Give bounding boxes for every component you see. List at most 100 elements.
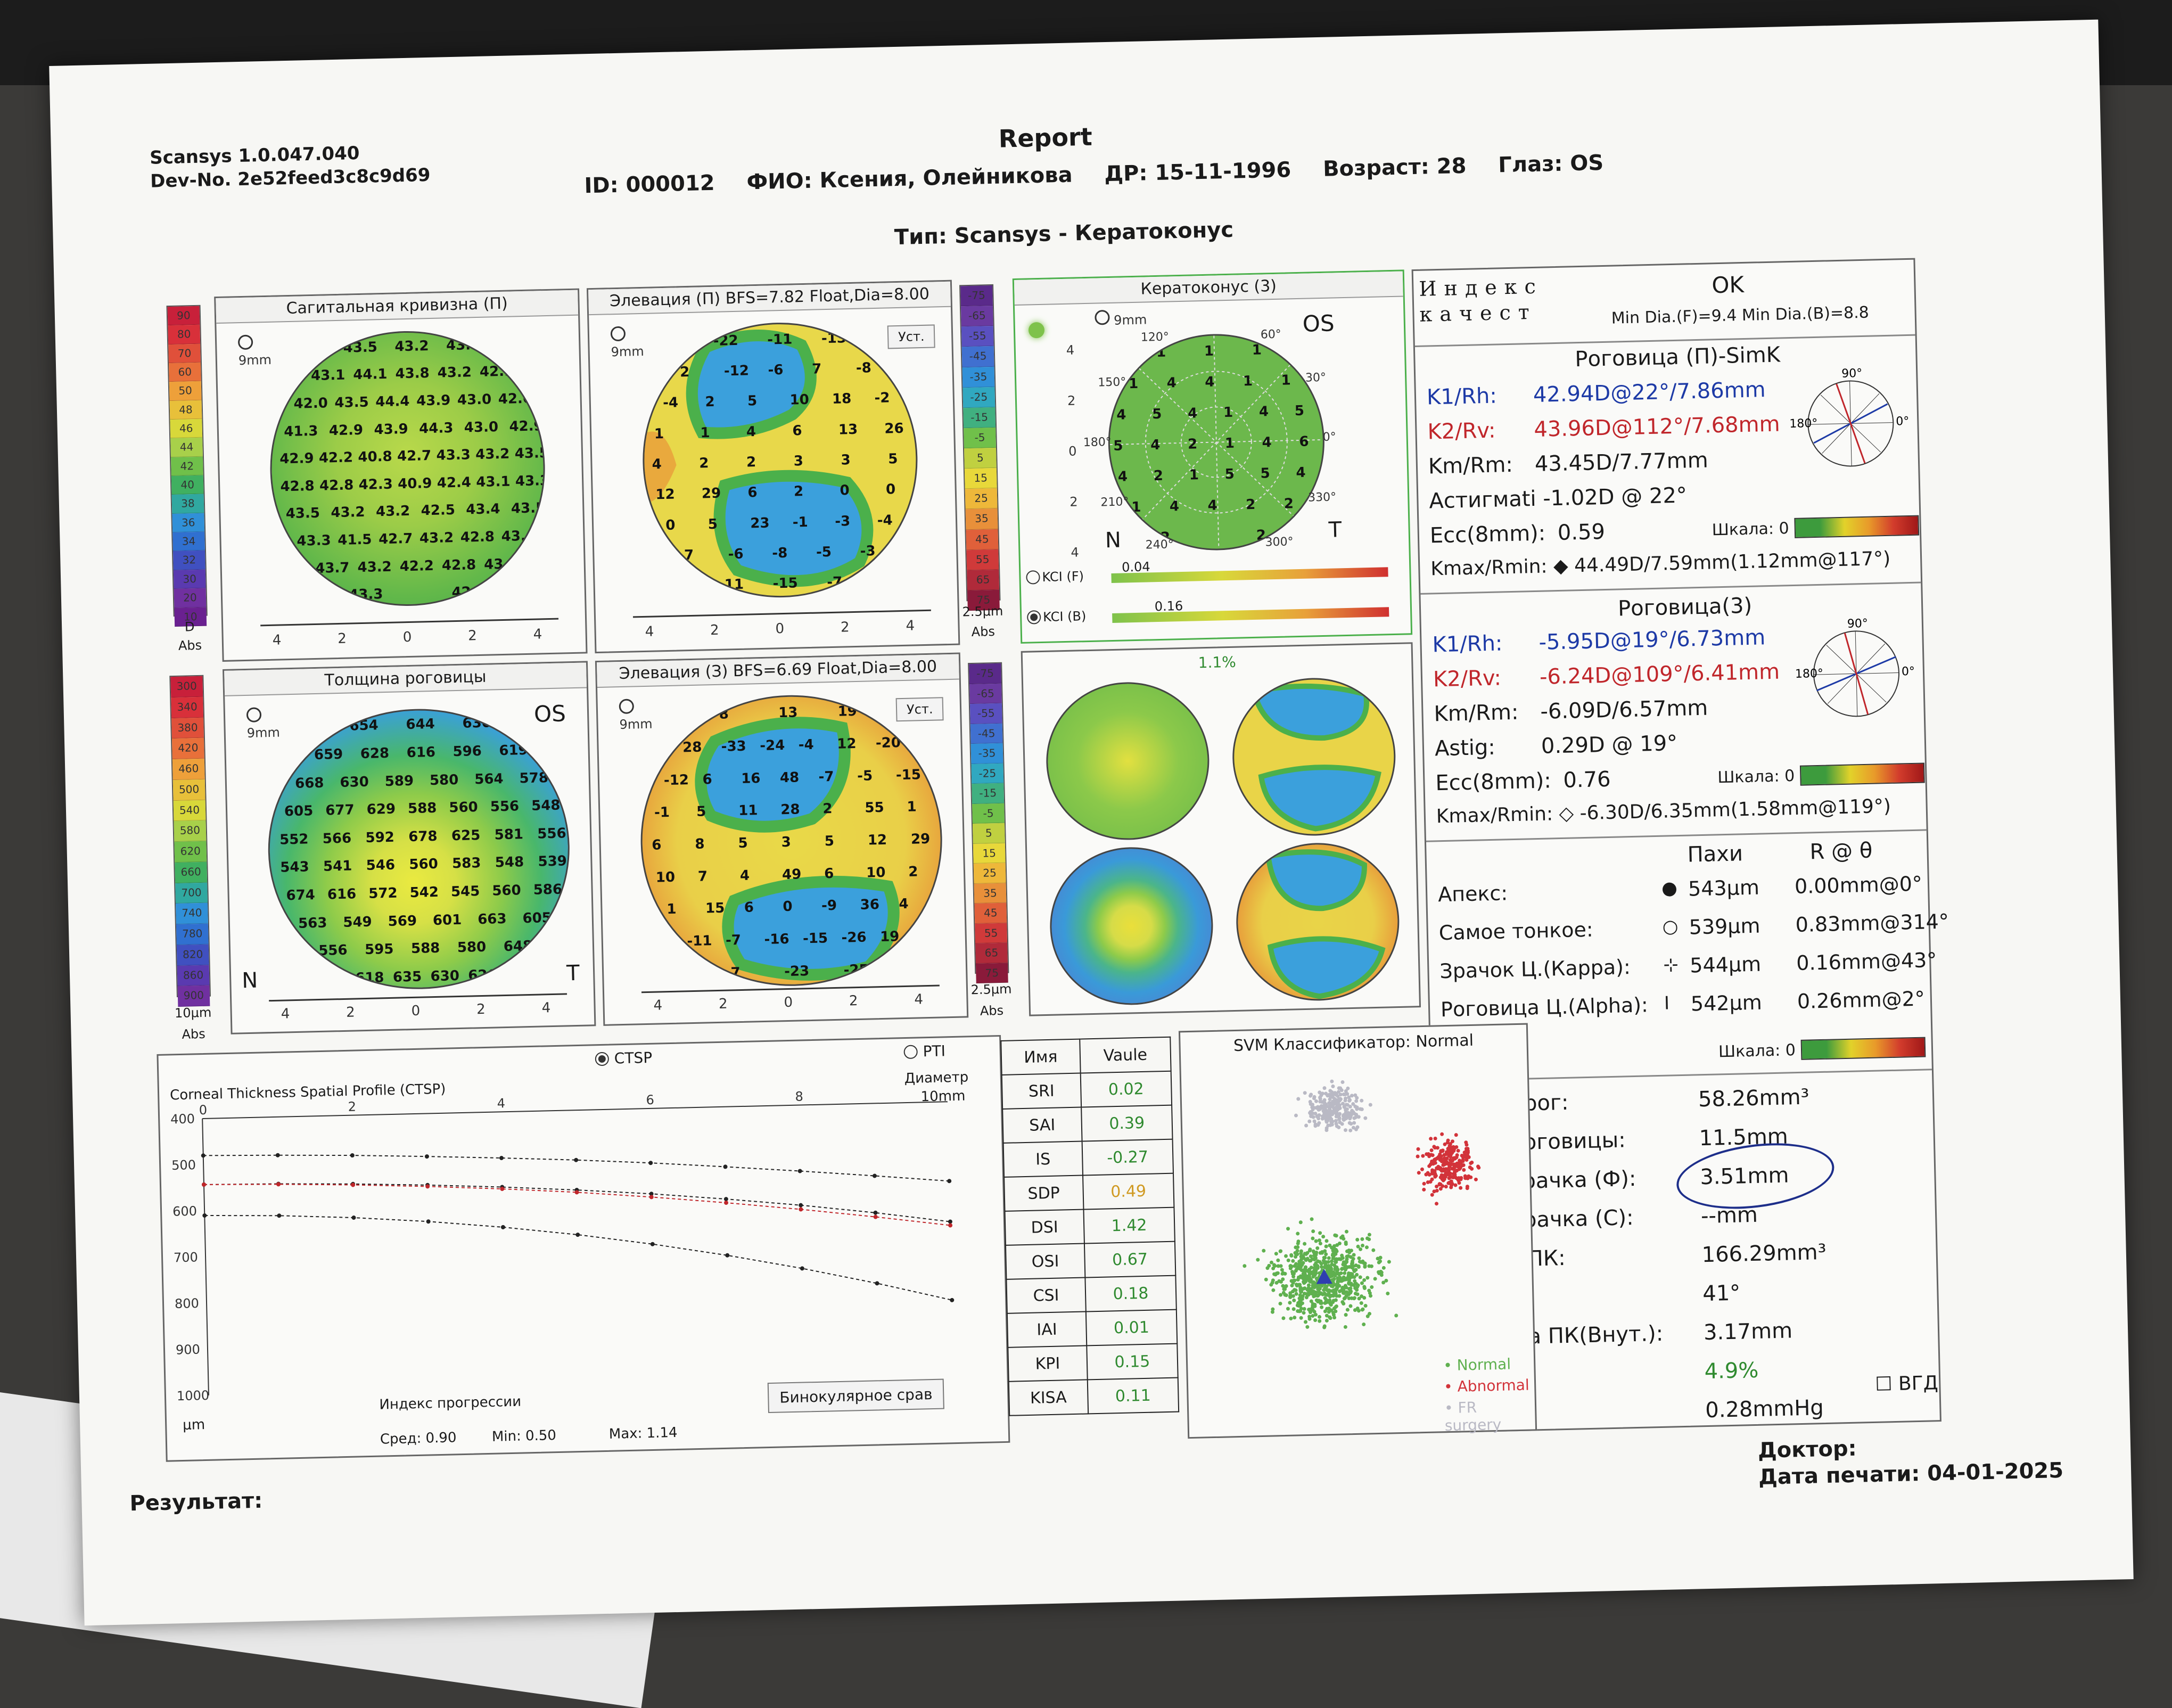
normal-point <box>1313 1312 1318 1317</box>
map-thumbnail-3[interactable] <box>1048 845 1215 1007</box>
fr-surgery-point <box>1339 1088 1344 1093</box>
map-value: 2 <box>1187 436 1198 453</box>
normal-point <box>1280 1268 1284 1272</box>
ctsp-diameter-label: Диаметр <box>904 1069 969 1087</box>
scale-cell: 55 <box>975 923 1008 944</box>
elevation-front-title: Элевация (П) BFS=7.82 Float,Dia=8.00 <box>588 281 951 316</box>
elevation-back-map[interactable]: 8 13 19 28 -33 -24 -4 12 -20 -12 6 16 48 -7 -5 -15 -1 5 11… <box>637 692 945 990</box>
map-value: 43.3 <box>297 532 331 549</box>
normal-point <box>1344 1229 1348 1234</box>
scale-cell: -65 <box>960 306 993 327</box>
map-value: 616 <box>327 886 357 903</box>
map-value: 7 <box>684 547 694 564</box>
map-value: 4 <box>1258 404 1269 420</box>
map-value: -26 <box>841 929 867 946</box>
pti-radio-dot[interactable] <box>903 1045 918 1059</box>
vgd-checkbox[interactable]: ☐ ВГД <box>1874 1372 1939 1395</box>
pti-radio[interactable]: PTI <box>903 1042 945 1061</box>
normal-point <box>1355 1292 1360 1296</box>
scale-cell: 45 <box>966 529 999 550</box>
axis-tick-label: 2 <box>345 1004 356 1021</box>
map-value: 2 <box>1284 496 1294 512</box>
data-point <box>500 1187 505 1192</box>
map-value: 6 <box>824 865 834 882</box>
abnormal-point <box>1429 1148 1434 1153</box>
elevation-front-map[interactable]: -22 -11 -13 2 -12 -6 7 -8 -4 2 5 10 18 -2 1 1 4 6 13 26 4 2 2 3… <box>639 319 921 601</box>
map-value: 1 <box>1224 435 1235 452</box>
y-tick-label: 1000 <box>177 1388 210 1403</box>
map-value: 630 <box>462 715 492 732</box>
thickness-zoom[interactable]: 9mm <box>246 707 280 741</box>
normal-point <box>1355 1237 1360 1242</box>
cornea-back-k1-label: K1/Rh: <box>1432 631 1503 658</box>
map-value: -12 <box>663 771 689 789</box>
data-point <box>499 1155 504 1160</box>
ctsp-radio[interactable]: CTSP <box>595 1049 652 1068</box>
metric-value: 4.9% <box>1704 1358 1759 1384</box>
map-value: 42.3 <box>358 476 393 493</box>
fr-surgery-point <box>1313 1122 1318 1127</box>
map-thumbnail-1[interactable] <box>1044 680 1211 842</box>
normal-point <box>1318 1231 1322 1235</box>
normal-point <box>1311 1275 1315 1279</box>
magnifier-icon <box>610 326 626 342</box>
cornea-front-k1-value: 42.94D@22°/7.86mm <box>1533 377 1766 407</box>
axis-tick-label: 2 <box>718 996 728 1012</box>
abnormal-point <box>1433 1136 1437 1140</box>
thumbnail-2-zones <box>1250 683 1381 832</box>
axis-tick-label: 2 <box>337 630 347 647</box>
compass-180: 180° <box>1795 667 1824 681</box>
map-value: 12 <box>867 832 887 849</box>
map-thumbnail-4[interactable] <box>1235 841 1401 1003</box>
map-thumbnail-2[interactable] <box>1230 676 1397 837</box>
abnormal-point <box>1435 1184 1439 1188</box>
abnormal-point <box>1442 1153 1446 1157</box>
sagittal-zoom[interactable]: 9mm <box>237 334 272 368</box>
normal-point <box>1348 1286 1353 1291</box>
abnormal-point <box>1449 1155 1453 1159</box>
pachy-row-value: 542µm <box>1690 990 1763 1016</box>
map-value: 43.1 <box>476 473 511 490</box>
pachy-row-value: 543µm <box>1688 875 1760 901</box>
normal-point <box>1358 1260 1362 1264</box>
normal-point <box>1299 1290 1303 1294</box>
kci-back-row[interactable]: KCI (B) <box>1026 609 1087 625</box>
zoom-label: 9mm <box>238 352 272 368</box>
data-point <box>574 1190 579 1195</box>
fr-surgery-point <box>1336 1107 1340 1112</box>
normal-point <box>1357 1256 1361 1260</box>
map-value: 43.0 <box>464 418 499 436</box>
map-value: -5 <box>816 544 832 561</box>
elevation-back-title: Элевация (З) BFS=6.69 Float,Dia=8.00 <box>596 654 959 688</box>
normal-point <box>1321 1235 1326 1239</box>
axis-tick-label: 0 <box>775 620 785 637</box>
map-value: 15 <box>705 900 725 917</box>
abnormal-point <box>1461 1159 1465 1163</box>
normal-point <box>1288 1293 1293 1298</box>
sagittal-map[interactable]: 43.5 43.2 43.0 43.1 44.1 43.8 43.2 42.9 42.0 43.5… <box>267 328 548 609</box>
binocular-compare-button[interactable]: Бинокулярное срав <box>767 1378 945 1414</box>
map-value: 43.2 <box>437 364 472 382</box>
normal-point <box>1286 1227 1290 1231</box>
fr-surgery-point <box>1348 1116 1352 1121</box>
scale-cell: 35 <box>974 883 1007 904</box>
fr-surgery-point <box>1334 1119 1338 1123</box>
elevation-front-zoom[interactable]: 9mm <box>610 326 644 359</box>
ctsp-radio-dot[interactable] <box>595 1052 610 1066</box>
map-value: 1 <box>700 424 710 441</box>
table-header-row: Имя Vaule <box>1001 1037 1171 1075</box>
axis-tick-label: 4 <box>653 997 663 1014</box>
normal-point <box>1309 1266 1313 1270</box>
device-info: Scansys 1.0.047.040 Dev-No. 2e52feed3c8c… <box>150 140 431 193</box>
kci-back-radio[interactable] <box>1026 610 1041 625</box>
map-value: -7 <box>826 574 843 591</box>
abnormal-point <box>1434 1157 1438 1161</box>
kci-front-radio[interactable] <box>1026 570 1040 585</box>
map-value: 1 <box>1252 342 1262 358</box>
kci-front-row[interactable]: KCI (F) <box>1026 569 1084 585</box>
keratoconus-zoom[interactable]: 9mm <box>1095 309 1147 328</box>
thickness-map[interactable]: 654 644 630 659 628 616 596 619 668 630 589 580 564 5… <box>265 705 573 993</box>
scale-cell: 34 <box>172 531 205 552</box>
